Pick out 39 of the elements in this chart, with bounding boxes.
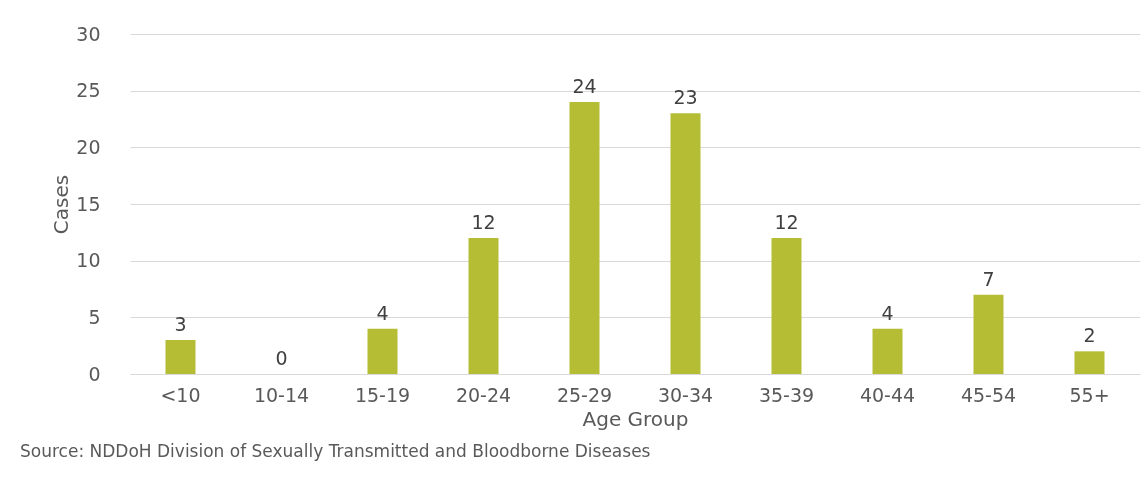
- x-tick-label: 55+: [1069, 383, 1110, 406]
- y-axis-title: Cases: [49, 174, 74, 235]
- data-label: 24: [572, 75, 597, 97]
- data-label: 2: [1083, 324, 1096, 347]
- x-tick-label: 25-29: [556, 383, 613, 406]
- y-tick-label: 25: [76, 79, 101, 102]
- x-tick-label: 15-19: [354, 383, 411, 406]
- data-label: 3: [174, 313, 187, 335]
- y-tick-label: 30: [76, 22, 101, 45]
- data-label: 12: [774, 211, 799, 233]
- bar: [1074, 351, 1105, 374]
- x-tick-label: 40-44: [859, 383, 916, 406]
- x-axis-title: Age Group: [582, 406, 689, 431]
- y-tick-label: 0: [88, 362, 101, 385]
- bar: [569, 102, 600, 374]
- source-note: Source: NDDoH Division of Sexually Transmitted and Bloodborne Diseases: [20, 441, 651, 461]
- x-tick-label: <10: [160, 383, 201, 406]
- data-label: 4: [881, 301, 894, 324]
- data-label: 12: [471, 211, 496, 233]
- x-tick-label: 45-54: [960, 383, 1017, 406]
- bar: [973, 294, 1004, 374]
- data-label: 0: [275, 347, 288, 369]
- bar: [367, 328, 398, 374]
- bar: [771, 238, 802, 374]
- x-tick-label: 10-14: [253, 383, 310, 406]
- y-tick-label: 15: [76, 192, 101, 215]
- bar: [670, 113, 701, 374]
- bar: [165, 340, 196, 374]
- x-tick-label: 30-34: [657, 383, 714, 406]
- y-tick-label: 10: [76, 249, 101, 272]
- x-tick-label: 35-39: [758, 383, 815, 406]
- bar: [468, 238, 499, 374]
- x-tick-label: 20-24: [455, 383, 512, 406]
- bar: [872, 328, 903, 374]
- data-label: 7: [982, 267, 995, 290]
- y-tick-label: 20: [76, 135, 101, 158]
- y-tick-label: 5: [88, 305, 101, 328]
- data-label: 23: [673, 86, 698, 109]
- data-label: 4: [376, 301, 389, 324]
